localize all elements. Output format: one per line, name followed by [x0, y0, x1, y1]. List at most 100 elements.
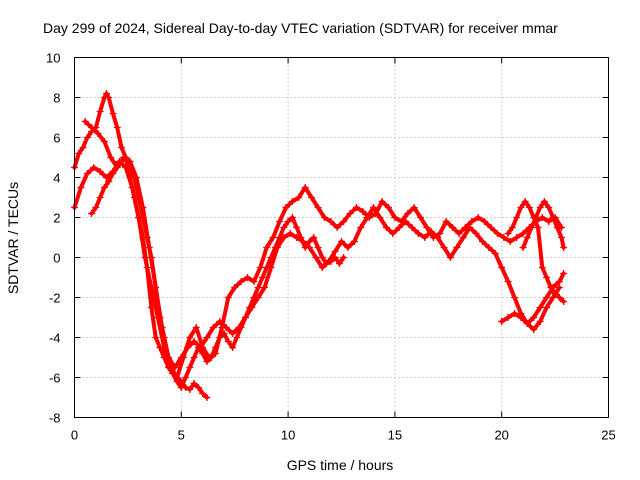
data-point [169, 370, 177, 377]
data-point [184, 344, 192, 351]
data-point [498, 264, 506, 271]
data-point [523, 234, 531, 241]
data-point [192, 324, 200, 331]
data-point [508, 224, 516, 231]
data-point [288, 214, 296, 221]
data-point [254, 284, 262, 291]
data-point [487, 224, 495, 231]
data-point [261, 284, 269, 291]
data-point [560, 298, 568, 305]
data-point [94, 130, 102, 137]
data-point [267, 254, 275, 261]
series-line [506, 199, 566, 304]
data-point [229, 344, 237, 351]
data-point [96, 168, 104, 175]
data-point [558, 234, 566, 241]
data-point [288, 198, 296, 205]
data-point [141, 254, 149, 261]
data-point [331, 248, 339, 255]
data-point [352, 204, 360, 211]
data-point [103, 90, 111, 97]
data-point [491, 250, 499, 257]
data-point [301, 184, 309, 191]
data-point [436, 230, 444, 237]
y-tick-label: -6 [49, 371, 61, 386]
data-point [90, 164, 98, 171]
data-point [536, 318, 544, 325]
data-point [216, 334, 224, 341]
data-point [551, 290, 559, 297]
data-point [455, 230, 463, 237]
data-point [258, 274, 266, 281]
data-point [209, 324, 217, 331]
data-point [231, 284, 239, 291]
data-point [122, 154, 130, 161]
data-point [276, 234, 284, 241]
data-point [555, 284, 563, 291]
data-point [449, 224, 457, 231]
data-point [186, 334, 194, 341]
data-point [177, 384, 185, 391]
x-tick-label: 5 [178, 428, 185, 443]
data-point [139, 214, 147, 221]
series-layer [71, 90, 568, 401]
data-point [203, 394, 211, 401]
data-point [79, 144, 87, 151]
data-point [442, 218, 450, 225]
x-tick-label: 15 [388, 428, 402, 443]
data-point [423, 224, 431, 231]
data-point [427, 228, 435, 235]
data-point [384, 204, 392, 211]
data-point [513, 214, 521, 221]
data-point [543, 304, 551, 311]
data-point [295, 194, 303, 201]
data-point [528, 224, 536, 231]
series-track-b [71, 158, 566, 381]
plot-frame [74, 57, 609, 418]
data-point [75, 150, 83, 157]
data-point [434, 234, 442, 241]
data-point [100, 184, 108, 191]
data-point [88, 210, 96, 217]
data-point [271, 244, 279, 251]
data-point [182, 374, 190, 381]
x-axis-title: GPS time / hours [287, 457, 394, 473]
data-point [164, 354, 172, 361]
data-point [357, 224, 365, 231]
data-point [83, 134, 91, 141]
data-point [493, 230, 501, 237]
y-tick-label: -4 [49, 331, 61, 346]
data-point [340, 254, 348, 261]
data-point [468, 218, 476, 225]
data-point [276, 218, 284, 225]
data-point [340, 218, 348, 225]
data-point [481, 218, 489, 225]
data-point [517, 204, 525, 211]
data-point [331, 254, 339, 261]
data-point [540, 198, 548, 205]
data-point [389, 230, 397, 237]
data-point [534, 224, 542, 231]
data-point [224, 294, 232, 301]
data-point [506, 238, 514, 245]
data-point [314, 204, 322, 211]
data-point [286, 230, 294, 237]
data-point [222, 324, 230, 331]
data-point [190, 338, 198, 345]
data-point [359, 208, 367, 215]
data-point [117, 144, 125, 151]
data-point [536, 204, 544, 211]
data-point [553, 224, 561, 231]
data-point [244, 274, 252, 281]
data-point [186, 364, 194, 371]
data-point [517, 314, 525, 321]
data-point [143, 234, 151, 241]
data-point [160, 334, 168, 341]
data-point [547, 284, 555, 291]
y-axis-title: SDTVAR / TECUs [5, 182, 21, 294]
data-point [207, 354, 215, 361]
data-point [421, 234, 429, 241]
data-point [81, 118, 89, 125]
data-point [408, 224, 416, 231]
